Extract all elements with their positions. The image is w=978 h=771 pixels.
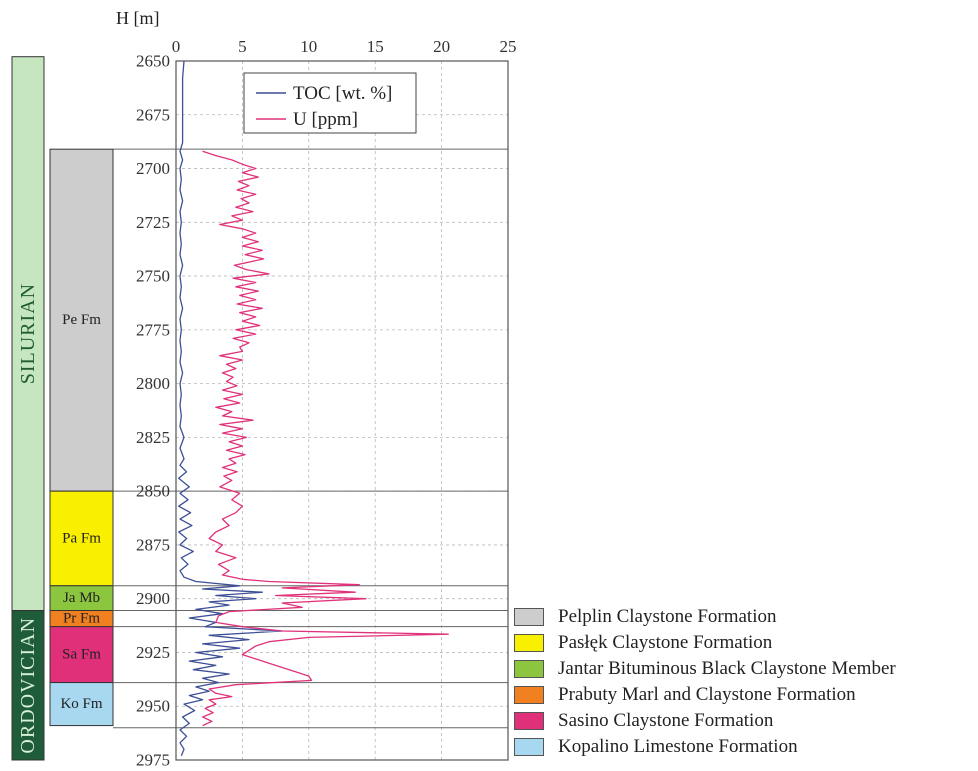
- x-tick-label: 20: [433, 37, 450, 56]
- y-tick-label: 2975: [136, 751, 170, 770]
- strat-legend-label: Kopalino Limestone Formation: [558, 736, 798, 757]
- y-tick-label: 2650: [136, 52, 170, 71]
- series-line-u: [201, 150, 449, 727]
- strat-legend-item: Pasłęk Claystone Formation: [514, 630, 896, 656]
- strat-legend-swatch: [514, 660, 544, 678]
- strat-legend-item: Pelplin Claystone Formation: [514, 604, 896, 630]
- strat-legend-swatch: [514, 738, 544, 756]
- strat-legend-item: Jantar Bituminous Black Claystone Member: [514, 656, 896, 682]
- y-axis-label: H [m]: [116, 8, 160, 28]
- x-tick-label: 15: [367, 37, 384, 56]
- x-tick-label: 0: [172, 37, 181, 56]
- formation-band-ko-fm: [49, 682, 114, 727]
- x-tick-labels: 0 5 10 15 20 25: [172, 37, 517, 56]
- y-tick-label: 2850: [136, 482, 170, 501]
- y-tick-label: 2900: [136, 589, 170, 608]
- legend-toc-label: TOC [wt. %]: [293, 83, 392, 104]
- strat-legend-swatch: [514, 712, 544, 730]
- y-tick-label: 2950: [136, 697, 170, 716]
- formation-boundary-lines: [113, 148, 508, 729]
- strat-legend-item: Prabuty Marl and Claystone Formation: [514, 682, 896, 708]
- period-column: SILURIAN ORDOVICIAN: [11, 56, 45, 761]
- y-tick-label: 2800: [136, 374, 170, 393]
- legend-box: [243, 72, 417, 134]
- plot-frame: [175, 60, 509, 761]
- period-band-ordovician: [11, 610, 45, 761]
- formation-label-ko-fm: Ko Fm: [60, 696, 102, 712]
- formation-label-pa-fm: Pa Fm: [62, 530, 101, 546]
- formation-label-ja-mb: Ja Mb: [63, 590, 100, 606]
- x-tick-label: 10: [300, 37, 317, 56]
- y-tick-label: 2925: [136, 643, 170, 662]
- formation-band-pa-fm: [49, 490, 114, 587]
- y-tick-label: 2675: [136, 105, 170, 124]
- strat-legend-label: Jantar Bituminous Black Claystone Member: [558, 658, 896, 679]
- y-tick-label: 2875: [136, 535, 170, 554]
- formation-label-pr-fm: Pr Fm: [63, 611, 100, 627]
- y-tick-label: 2725: [136, 213, 170, 232]
- strat-legend-item: Kopalino Limestone Formation: [514, 734, 896, 760]
- stratigraphy-legend: Pelplin Claystone Formation Pasłęk Clayst…: [514, 604, 896, 760]
- period-label-ordovician: ORDOVICIAN: [17, 617, 39, 754]
- x-tick-label: 25: [500, 37, 517, 56]
- formation-label-sa-fm: Sa Fm: [62, 647, 101, 663]
- strat-legend-swatch: [514, 634, 544, 652]
- legend: TOC [wt. %] U [ppm]: [243, 72, 417, 134]
- formation-label-pe-fm: Pe Fm: [62, 312, 101, 328]
- series-line-toc: [178, 60, 283, 756]
- x-tick-label: 5: [238, 37, 247, 56]
- strat-legend-label: Sasino Claystone Formation: [558, 710, 774, 731]
- strat-legend-label: Pasłęk Claystone Formation: [558, 632, 773, 653]
- formation-column: Pe Fm Pa Fm Ja Mb Pr Fm Sa Fm Ko Fm: [49, 148, 114, 727]
- period-band-silurian: [11, 56, 45, 612]
- strat-legend-swatch: [514, 686, 544, 704]
- y-tick-labels: 2650 2675 2700 2725 2750 2775 2800 2825 2850 2875…: [136, 52, 170, 770]
- y-tick-label: 2750: [136, 267, 170, 286]
- strat-legend-item: Sasino Claystone Formation: [514, 708, 896, 734]
- y-tick-label: 2775: [136, 320, 170, 339]
- formation-band-pe-fm: [49, 148, 114, 492]
- series-lines: [178, 60, 449, 756]
- formation-band-ja-mb: [49, 585, 114, 612]
- strat-legend-swatch: [514, 608, 544, 626]
- legend-u-label: U [ppm]: [293, 109, 358, 130]
- period-label-silurian: SILURIAN: [17, 283, 39, 384]
- y-tick-label: 2700: [136, 159, 170, 178]
- y-tick-label: 2825: [136, 428, 170, 447]
- strat-legend-label: Prabuty Marl and Claystone Formation: [558, 684, 856, 705]
- strat-legend-label: Pelplin Claystone Formation: [558, 606, 777, 627]
